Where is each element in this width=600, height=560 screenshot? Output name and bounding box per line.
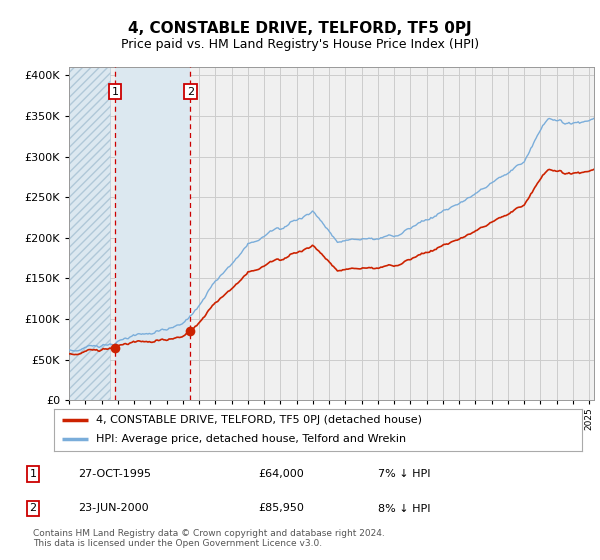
Text: 2: 2 (29, 503, 37, 514)
Text: 7% ↓ HPI: 7% ↓ HPI (378, 469, 431, 479)
Text: 2: 2 (187, 87, 194, 96)
Text: 4, CONSTABLE DRIVE, TELFORD, TF5 0PJ: 4, CONSTABLE DRIVE, TELFORD, TF5 0PJ (128, 21, 472, 36)
Text: 4, CONSTABLE DRIVE, TELFORD, TF5 0PJ (detached house): 4, CONSTABLE DRIVE, TELFORD, TF5 0PJ (de… (96, 415, 422, 425)
Text: £85,950: £85,950 (258, 503, 304, 514)
Text: £64,000: £64,000 (258, 469, 304, 479)
Text: HPI: Average price, detached house, Telford and Wrekin: HPI: Average price, detached house, Telf… (96, 435, 406, 445)
Text: 27-OCT-1995: 27-OCT-1995 (78, 469, 151, 479)
Text: 1: 1 (112, 87, 118, 96)
Text: 23-JUN-2000: 23-JUN-2000 (78, 503, 149, 514)
Bar (115, 67, 190, 400)
Text: Price paid vs. HM Land Registry's House Price Index (HPI): Price paid vs. HM Land Registry's House … (121, 38, 479, 51)
Text: 8% ↓ HPI: 8% ↓ HPI (378, 503, 431, 514)
Bar (69, 67, 110, 400)
Text: 1: 1 (29, 469, 37, 479)
Text: Contains HM Land Registry data © Crown copyright and database right 2024.
This d: Contains HM Land Registry data © Crown c… (33, 529, 385, 548)
